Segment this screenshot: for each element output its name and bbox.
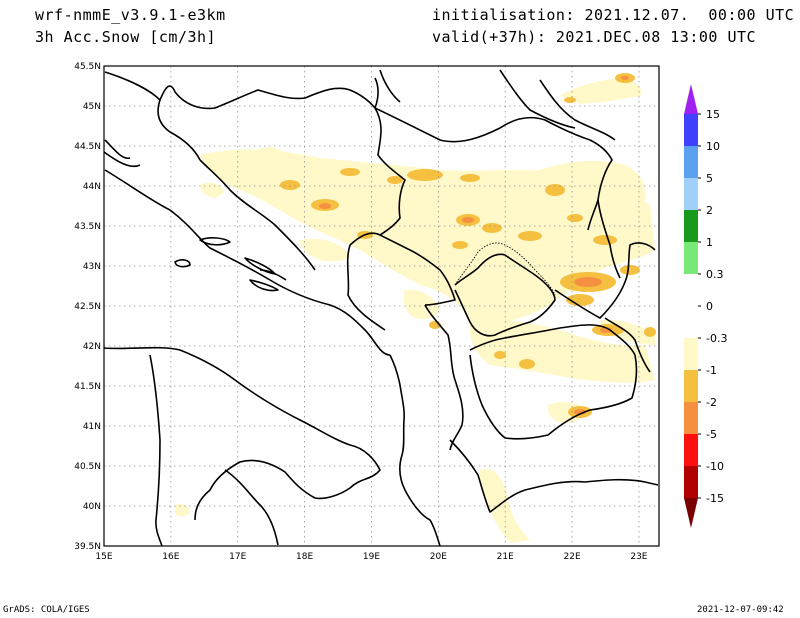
colorbar-segment (684, 114, 698, 146)
colorbar-label: 0 (706, 300, 713, 313)
lon-tick-label: 22E (564, 552, 581, 562)
colorbar-label: -5 (706, 428, 717, 441)
lat-tick-label: 39.5N (74, 542, 101, 552)
lat-tick-label: 45.5N (74, 62, 101, 72)
colorbar-label: 0.3 (706, 268, 724, 281)
colorbar-label: -10 (706, 460, 724, 473)
lat-tick-label: 42N (83, 342, 101, 352)
colorbar-segment (684, 146, 698, 178)
colorbar-segment (684, 178, 698, 210)
map-frame (103, 65, 660, 547)
colorbar-segment (684, 210, 698, 242)
lon-tick-label: 15E (95, 552, 112, 562)
lon-tick-label: 18E (296, 552, 313, 562)
colorbar-label: -2 (706, 396, 717, 409)
coastlines-and-borders (103, 69, 659, 547)
lat-tick-label: 40.5N (74, 462, 101, 472)
colorbar: 15 10 5 2 1 0.3 0 -0.3 -1 -2 -5 -10 -15 (684, 84, 727, 528)
lon-tick-labels: 15E 16E 17E 18E 19E 20E 21E 22E 23E (95, 552, 647, 562)
colorbar-label: 15 (706, 108, 720, 121)
lat-tick-label: 44N (83, 182, 101, 192)
lon-tick-label: 21E (497, 552, 514, 562)
colorbar-segment (684, 274, 698, 306)
colorbar-segment (684, 434, 698, 466)
colorbar-label: -0.3 (706, 332, 727, 345)
lat-tick-label: 44.5N (74, 142, 101, 152)
lon-tick-label: 19E (363, 552, 380, 562)
init-time: initialisation: 2021.12.07. 00:00 UTC (432, 6, 795, 24)
render-date: 2021-12-07-09:42 (697, 605, 784, 615)
colorbar-segment (684, 402, 698, 434)
colorbar-label: -1 (706, 364, 717, 377)
lat-tick-label: 41N (83, 422, 101, 432)
lon-tick-label: 17E (229, 552, 246, 562)
colorbar-label: 10 (706, 140, 720, 153)
colorbar-segment (684, 242, 698, 274)
colorbar-min-arrow (684, 498, 698, 528)
colorbar-label: 5 (706, 172, 713, 185)
lat-lon-grid (104, 66, 659, 546)
lat-tick-labels: 39.5N 40N 40.5N 41N 41.5N 42N 42.5N 43N 43.5N 44N… (74, 62, 101, 552)
field-name: 3h Acc.Snow [cm/3h] (35, 28, 217, 46)
lat-tick-label: 41.5N (74, 382, 101, 392)
lon-tick-label: 20E (430, 552, 447, 562)
colorbar-max-arrow (684, 84, 698, 114)
grads-credit: GrADS: COLA/IGES (3, 605, 90, 615)
lat-tick-label: 45N (83, 102, 101, 112)
colorbar-label: 1 (706, 236, 713, 249)
lat-tick-label: 43.5N (74, 222, 101, 232)
lat-tick-label: 42.5N (74, 302, 101, 312)
colorbar-label: 2 (706, 204, 713, 217)
colorbar-label: -15 (706, 492, 724, 505)
model-name: wrf-nmmE_v3.9.1-e3km (35, 6, 226, 24)
lat-tick-label: 40N (83, 502, 101, 512)
lat-tick-label: 43N (83, 262, 101, 272)
colorbar-segment (684, 338, 698, 370)
valid-time: valid(+37h): 2021.DEC.08 13:00 UTC (432, 28, 757, 46)
colorbar-segment (684, 466, 698, 498)
lon-tick-label: 23E (630, 552, 647, 562)
colorbar-segment (684, 370, 698, 402)
lon-tick-label: 16E (162, 552, 179, 562)
colorbar-segment (684, 306, 698, 338)
